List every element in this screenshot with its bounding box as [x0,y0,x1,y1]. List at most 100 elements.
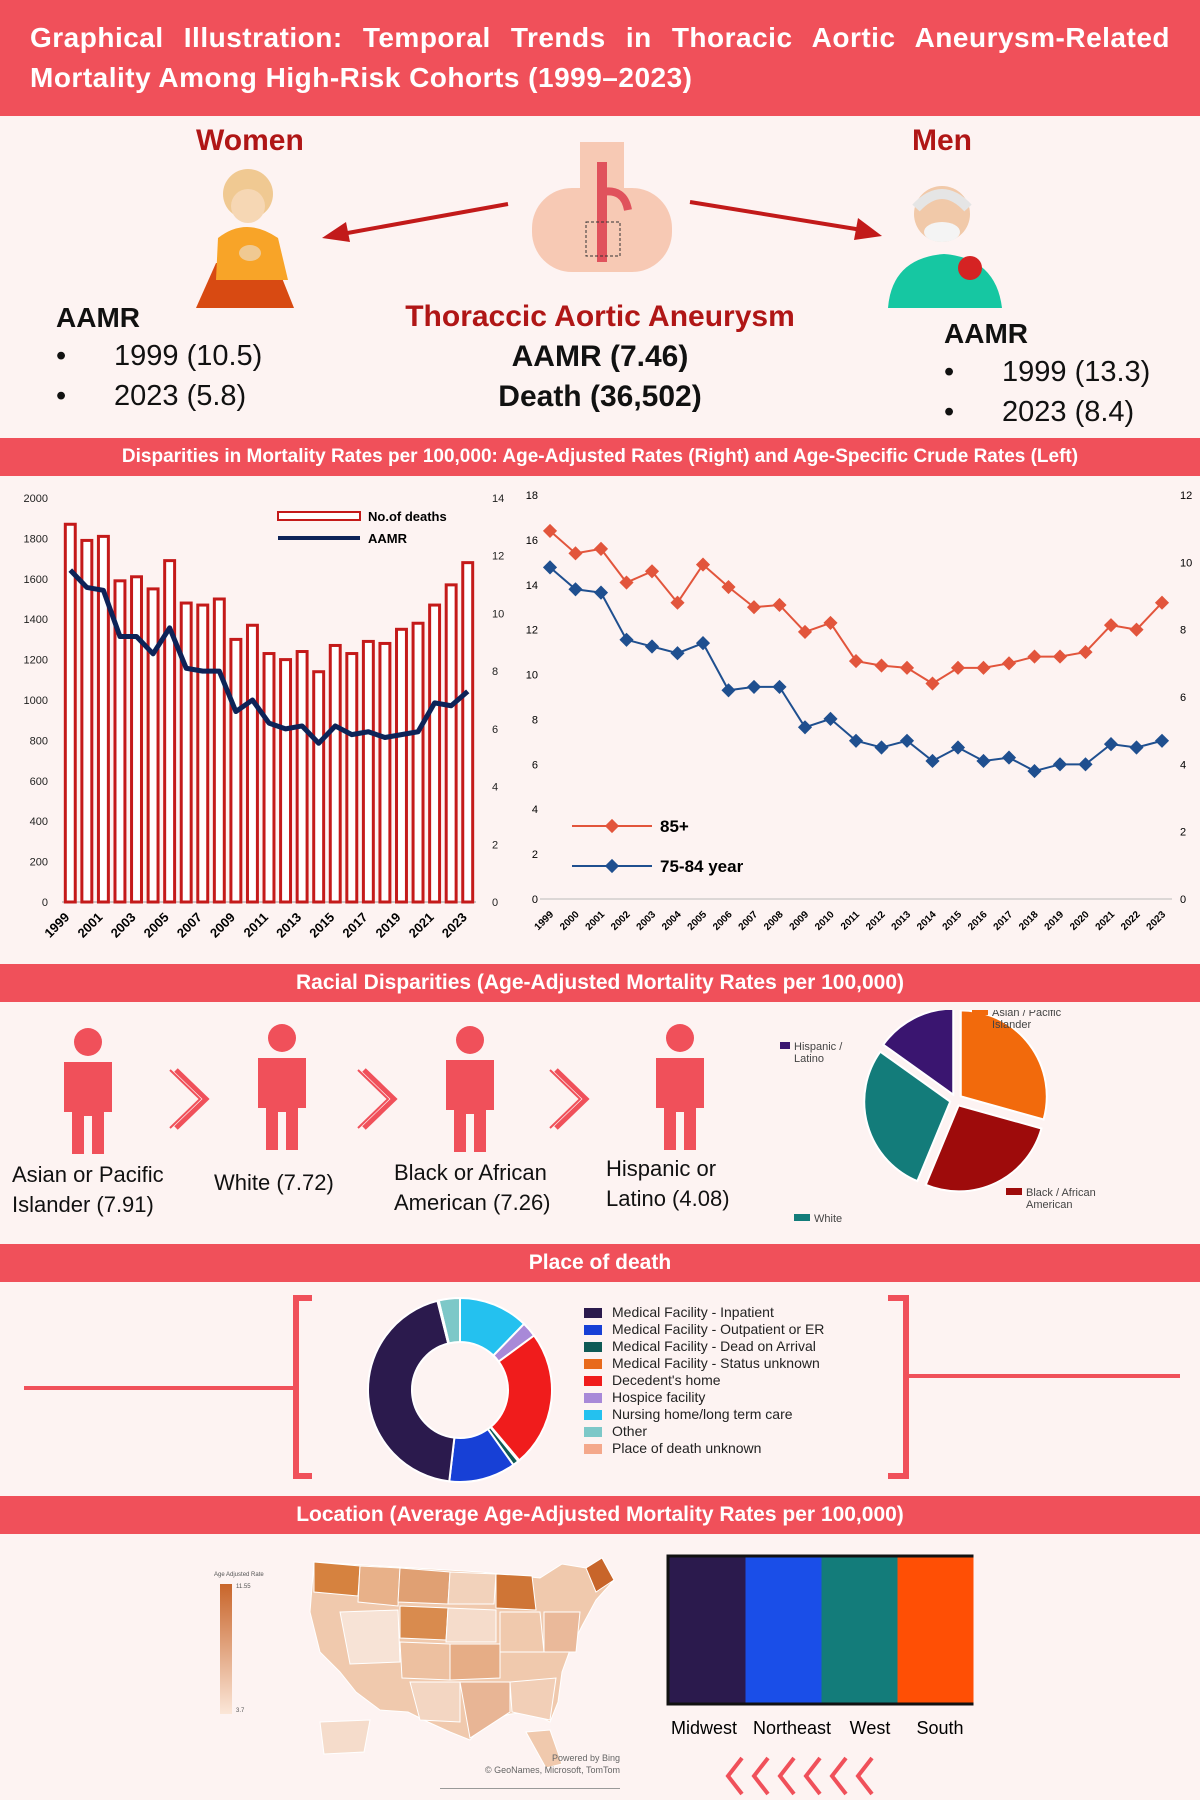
location-header: Location (Average Age-Adjusted Mortality… [0,1496,1200,1534]
x-tick-label: 2000 [558,909,582,933]
women-aamr-label: AAMR [56,302,140,333]
x-tick-label: 2012 [864,909,888,933]
x-tick-label: 2007 [737,909,761,933]
age85-point [797,624,813,639]
left-tick-label: 1200 [24,655,48,667]
place-legend-label: Medical Facility - Dead on Arrival [612,1338,816,1354]
left-tick-label: 2000 [24,493,48,505]
page-title: Graphical Illustration: Temporal Trends … [30,22,1170,93]
age85-point [772,597,787,613]
legend-label-75: 75-84 year [660,857,744,876]
death-bar [361,639,375,904]
left-tick-label: 2 [532,849,538,861]
x-tick-label: 1999 [533,909,557,933]
death-bar [428,603,442,904]
age85-point [823,615,838,631]
race-legend-swatch [1006,1188,1022,1195]
age85-point [670,595,685,610]
region-chart: Midwest Northeast West South [666,1554,974,1796]
region-label: South [916,1718,963,1738]
race-label-black: Black or African American (7.26) [394,1160,551,1215]
place-donut-chart [367,1296,553,1483]
place-legend-swatch [584,1324,602,1335]
age75-point [772,679,787,694]
men-stat-2023: • 2023 (8.4) [944,396,1135,428]
place-legend-swatch [584,1426,602,1437]
x-tick-label: 2005 [141,910,172,941]
x-tick-label: 2020 [1068,909,1092,933]
age75-point [925,753,940,769]
x-tick-label: 2007 [174,910,205,941]
death-bar [196,603,210,904]
age85-point [976,660,991,675]
place-legend-item: Medical Facility - Outpatient or ER [584,1321,884,1338]
age85-point [1027,649,1042,664]
place-legend-label: Nursing home/long term care [612,1406,793,1422]
age85-point [746,600,762,615]
place-legend-swatch [584,1358,602,1369]
place-legend-label: Medical Facility - Status unknown [612,1355,820,1371]
center-deaths: Death (36,502) [498,380,702,413]
age85-point [1129,622,1144,637]
legend-marker-75 [604,858,620,874]
left-tick-label: 800 [30,735,48,747]
deaths-aamr-chart: 0 200 400 600 800 1000 1200 1400 1600 1800 2000 0 2 4… [24,493,505,941]
woman-illustration [196,169,294,308]
right-tick-label: 8 [492,666,498,678]
race-legend-label: Latino [794,1053,824,1065]
place-legend: Medical Facility - Inpatient Medical Faci… [584,1304,884,1457]
place-legend-item: Decedent's home [584,1372,884,1389]
death-bar [80,538,94,904]
chevron-right-icon [357,1068,398,1130]
race-label-white: White (7.72) [214,1170,334,1195]
right-tick-label: 0 [1180,894,1186,906]
x-tick-label: 2023 [1145,909,1169,933]
age85-point [925,676,940,691]
age85-point [874,658,889,673]
right-tick-label: 8 [1180,625,1186,637]
age75-point [695,636,711,651]
age75-point [670,646,685,661]
place-donut-slice [367,1299,456,1483]
age75-point [1078,757,1093,772]
death-bar [163,559,177,904]
death-bar [179,601,193,904]
place-legend-label: Other [612,1423,648,1439]
age85-point [1052,649,1068,664]
x-tick-label: 2017 [992,909,1016,933]
age85-point [1103,618,1119,633]
age75-point [874,740,889,755]
death-bar [96,534,110,904]
place-legend-item: Medical Facility - Dead on Arrival [584,1338,884,1355]
death-bar [262,652,276,904]
place-legend-label: Hospice facility [612,1389,706,1405]
x-tick-label: 2001 [74,910,105,941]
age75-point [950,740,966,755]
legend-label-aamr: AAMR [368,531,408,546]
x-tick-label: 2022 [1119,909,1143,933]
death-bar [130,575,143,904]
x-tick-label: 2005 [686,909,710,933]
x-tick-label: 2016 [966,909,990,933]
race-legend-swatch [780,1042,790,1049]
men-stat-1999: • 1999 (13.3) [944,356,1151,388]
race-pie-slice [881,1010,955,1097]
race-pie-slice [863,1050,952,1183]
x-tick-label: 2019 [373,910,404,941]
age85-point [899,660,915,675]
left-tick-label: 1800 [24,533,48,545]
left-tick-label: 1600 [24,574,48,586]
right-tick-label: 12 [492,551,504,563]
race-pie-slice [924,1104,1043,1193]
race-legend-label: American [1026,1199,1072,1211]
place-legend-item: Place of death unknown [584,1440,884,1457]
us-choropleth-map [309,1557,615,1769]
x-tick-label: 2009 [207,910,238,941]
race-legend-swatch [794,1214,810,1221]
x-tick-label: 2013 [890,909,914,933]
place-legend-swatch [584,1392,602,1403]
x-tick-label: 2023 [439,910,470,941]
x-tick-label: 2017 [339,910,370,941]
place-legend-swatch [584,1307,602,1318]
